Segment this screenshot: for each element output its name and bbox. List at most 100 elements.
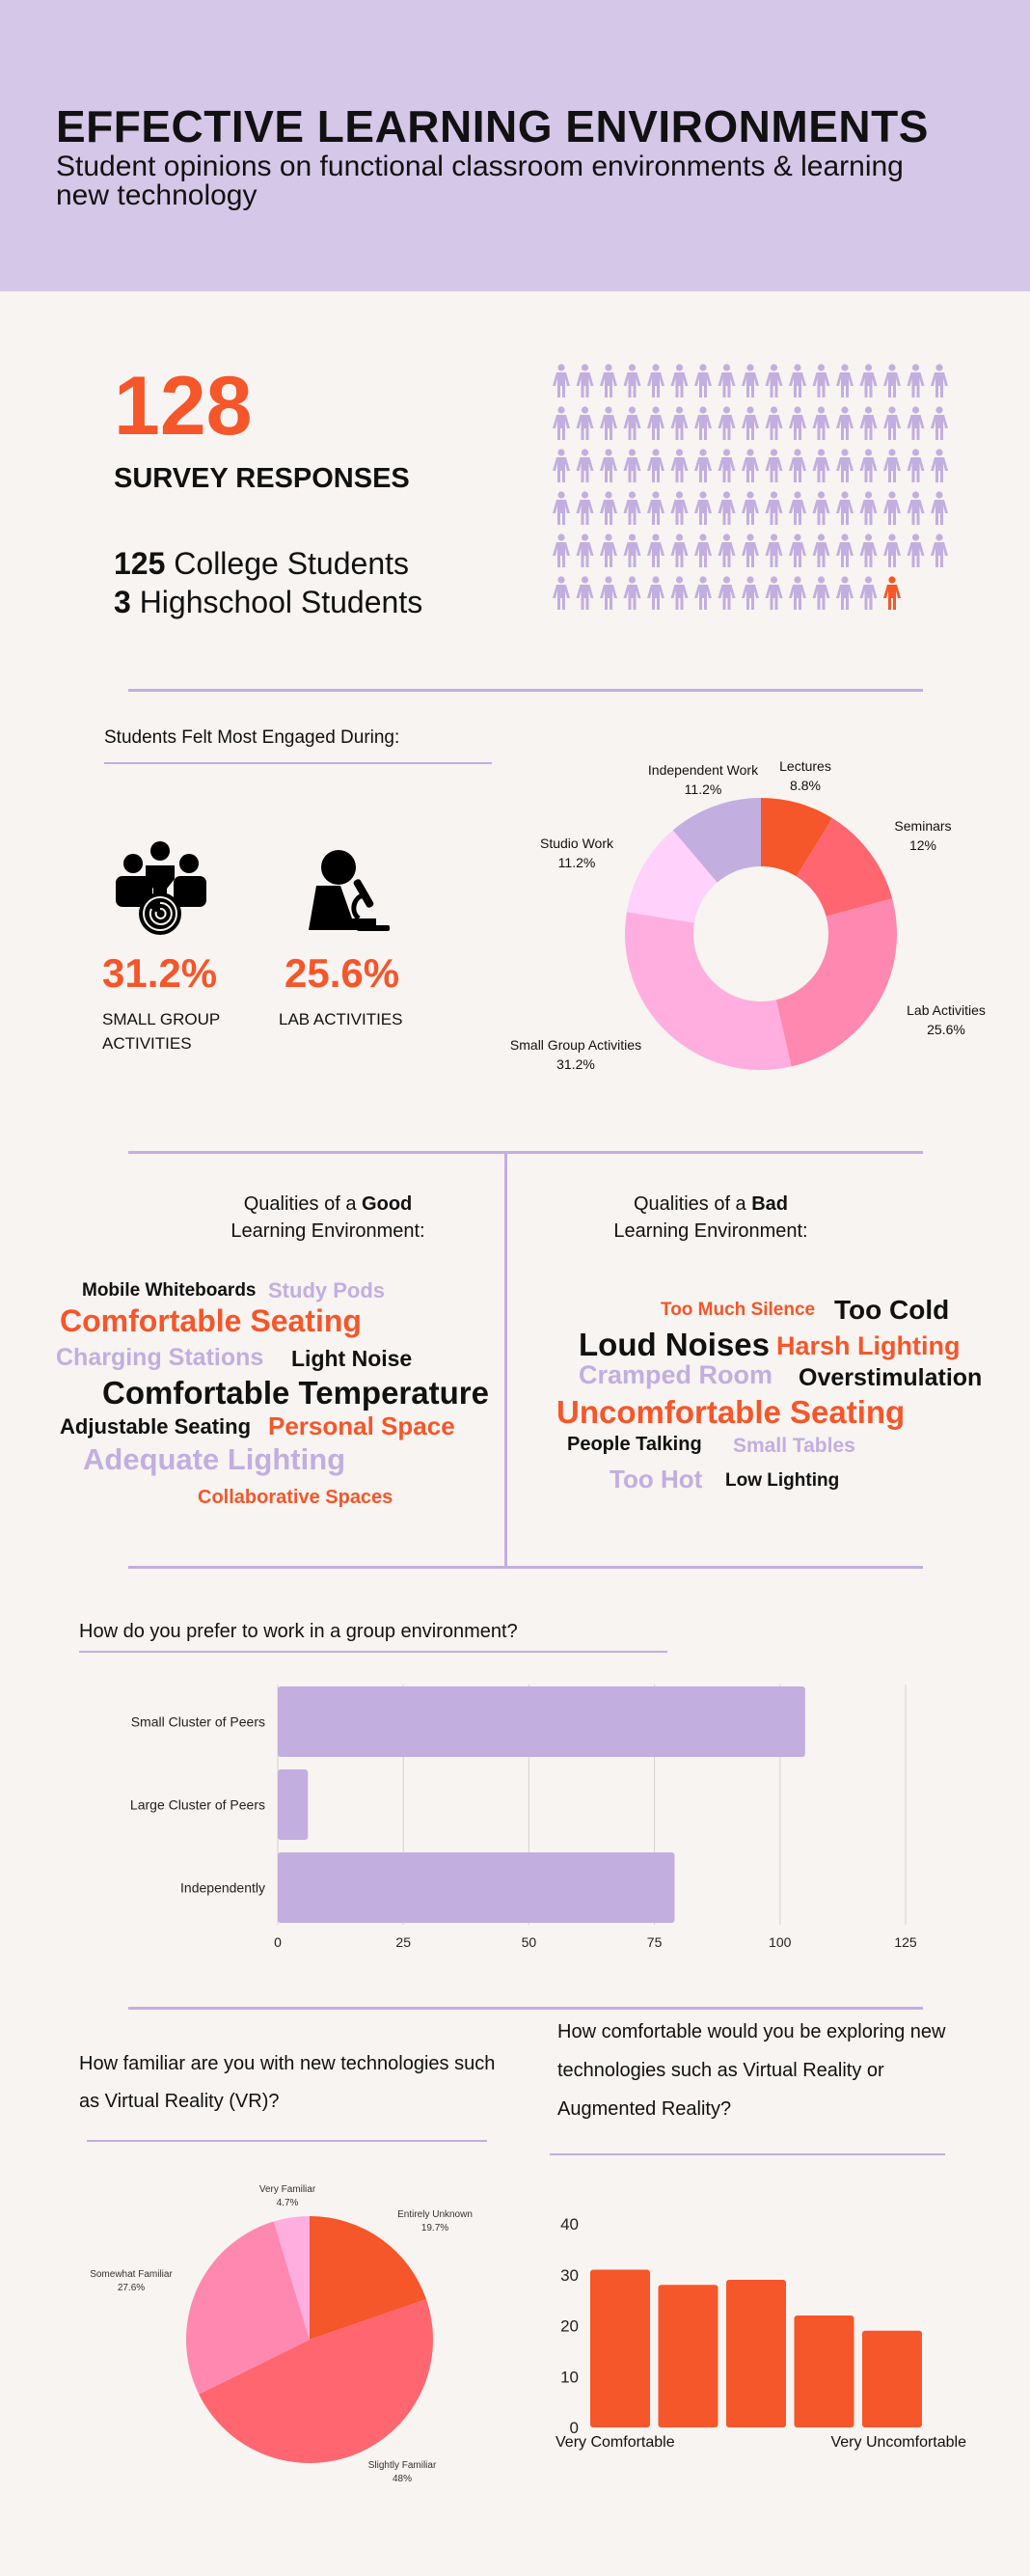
person-icon: [742, 449, 759, 482]
person-icon: [812, 406, 830, 440]
bar: [278, 1852, 675, 1923]
person-icon: [600, 449, 617, 482]
slice-value: 19.7%: [420, 2223, 449, 2233]
cloud-word: Overstimulation: [799, 1364, 983, 1391]
person-icon: [907, 406, 925, 440]
bar: [726, 2280, 786, 2427]
person-icon: [765, 449, 783, 482]
lab-percent: 25.6%: [285, 950, 400, 996]
person-icon: [694, 491, 712, 525]
cloud-word: Comfortable Seating: [60, 1303, 362, 1338]
person-icon: [883, 364, 901, 397]
person-icon: [670, 491, 689, 525]
small-group-percent: 31.2%: [102, 950, 218, 996]
person-icon: [789, 449, 806, 482]
y-tick-label: 40: [560, 2215, 579, 2233]
person-icon: [836, 576, 854, 610]
slice-name: Slightly Familiar: [367, 2460, 437, 2471]
section-divider: [128, 2007, 923, 2010]
person-icon: [742, 534, 759, 567]
comfort-question: How comfortable would you be exploring n…: [557, 2021, 946, 2120]
person-icon: [742, 491, 759, 525]
slice-seminars: [796, 818, 893, 917]
person-icon: [907, 534, 925, 567]
vertical-divider: [504, 1152, 507, 1567]
person-icon: [623, 534, 641, 567]
person-icon: [742, 364, 759, 397]
person-icon: [694, 364, 712, 397]
person-icon: [812, 364, 830, 397]
slice-label: Very Familiar 4.7%: [259, 2183, 315, 2210]
slice-name: Studio Work: [540, 836, 613, 851]
slice-lab-activities: [775, 898, 897, 1067]
slice-label: Independent Work 11.2%: [648, 760, 758, 799]
page-title: EFFECTIVE LEARNING ENVIRONMENTS: [56, 101, 929, 151]
college-count: 125: [114, 546, 166, 581]
slice-entirely-unknown: [310, 2216, 426, 2340]
bar: [862, 2330, 922, 2427]
good-heading: Qualities of a Good Learning Environment:: [230, 1191, 424, 1245]
slice-value: 11.2%: [684, 781, 722, 797]
slice-name: Small Group Activities: [509, 1037, 642, 1053]
label-line: SMALL GROUP: [102, 1010, 221, 1028]
person-icon: [576, 491, 594, 525]
vr-question: How familiar are you with new technologi…: [79, 2053, 496, 2112]
bar: [278, 1769, 309, 1840]
person-icon: [694, 406, 712, 440]
person-icon: [907, 449, 925, 482]
person-icon: [931, 534, 948, 567]
person-icon: [694, 576, 712, 610]
bar: [658, 2285, 718, 2427]
person-icon: [647, 576, 664, 610]
y-tick-label: 30: [560, 2266, 579, 2285]
person-icon: [836, 364, 854, 397]
person-icon: [647, 406, 664, 440]
question-underline: [87, 2140, 487, 2142]
x-tick-label: 25: [395, 1934, 411, 1950]
person-icon: [883, 491, 901, 525]
x-tick-label: 50: [522, 1934, 537, 1950]
person-icon: [553, 364, 570, 397]
slice-name: Lab Activities: [907, 1002, 986, 1018]
person-icon: [765, 406, 783, 440]
person-icon: [600, 576, 617, 610]
person-icon: [931, 406, 948, 440]
person-icon: [859, 406, 878, 440]
slice-somewhat-familiar: [185, 2221, 310, 2395]
survey-label: SURVEY RESPONSES: [114, 463, 410, 494]
person-icon: [576, 406, 594, 440]
slice-lectures: [761, 798, 833, 877]
slice-independent-work: [672, 798, 761, 883]
slice-slightly-familiar: [199, 2299, 433, 2463]
slice-value: 48%: [392, 2474, 413, 2484]
person-icon: [765, 576, 783, 610]
person-icon: [836, 449, 854, 482]
cloud-word: Adjustable Seating: [60, 1414, 252, 1439]
label-line: ACTIVITIES: [102, 1034, 192, 1053]
cloud-word: Comfortable Temperature: [102, 1375, 489, 1411]
person-icon: [931, 364, 948, 397]
person-icon: [789, 534, 806, 567]
slice-label: Seminars 12%: [894, 816, 951, 855]
lab-label: LAB ACTIVITIES: [279, 1010, 403, 1028]
slice-name: Very Familiar: [258, 2184, 316, 2195]
cloud-word: Collaborative Spaces: [198, 1487, 393, 1508]
person-icon: [789, 364, 806, 397]
person-icon: [670, 534, 689, 567]
person-icon: [765, 534, 783, 567]
college-label: College Students: [174, 546, 409, 581]
person-icon: [623, 364, 641, 397]
person-icon: [694, 449, 712, 482]
person-icon: [859, 491, 878, 525]
slice-label: Somewhat Familiar 27.6%: [90, 2268, 173, 2295]
category-label: Independently: [180, 1880, 265, 1896]
cloud-word: Study Pods: [268, 1278, 386, 1302]
heading-text: Learning Environment:: [230, 1220, 425, 1242]
cloud-word: Too Cold: [834, 1295, 950, 1325]
person-icon: [553, 534, 570, 567]
slice-name: Independent Work: [647, 762, 759, 778]
person-icon: [907, 364, 925, 397]
question-underline: [550, 2153, 945, 2155]
x-tick-label: 0: [274, 1934, 282, 1950]
heading-bold: Bad: [751, 1193, 789, 1215]
